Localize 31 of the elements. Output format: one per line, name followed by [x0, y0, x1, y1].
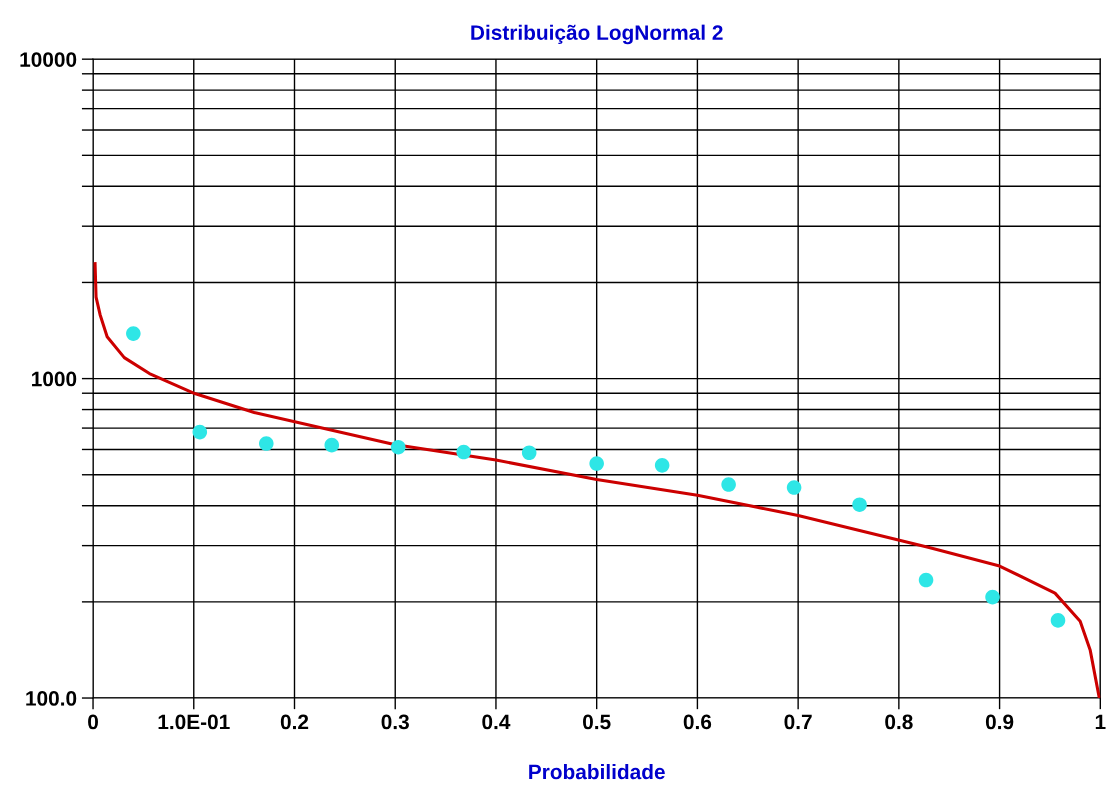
- y-tick-label: 1000: [32, 371, 77, 387]
- point: [852, 497, 867, 512]
- x-tick-label: 1: [1095, 714, 1106, 730]
- point: [786, 480, 802, 495]
- point: [985, 589, 1000, 605]
- point: [721, 477, 736, 492]
- y-tick-label: 10000: [20, 52, 77, 67]
- y-tick-label: 100.0: [26, 691, 77, 706]
- x-tick-label: 0.7: [784, 714, 812, 730]
- x-tick-label: 0.8: [885, 714, 913, 730]
- point: [456, 444, 471, 460]
- x-tick-label: 0.6: [683, 714, 712, 730]
- point: [521, 445, 537, 461]
- point: [1050, 613, 1066, 628]
- point: [126, 326, 141, 341]
- x-tick-label: 1.0E-01: [158, 714, 230, 730]
- x-tick-label: 0.2: [280, 714, 309, 730]
- x-tick-label: 0.4: [482, 714, 511, 730]
- point: [390, 439, 406, 455]
- point: [654, 458, 670, 473]
- point: [192, 424, 208, 440]
- x-tick-label: 0.3: [381, 714, 409, 730]
- x-tick-label: 0: [88, 714, 98, 730]
- point: [589, 456, 604, 471]
- point: [324, 437, 340, 453]
- point: [259, 436, 274, 451]
- x-tick-label: 0.9: [985, 714, 1014, 730]
- x-tick-label: 0.5: [583, 714, 611, 730]
- x-axis-title: Probabilidade: [529, 763, 665, 780]
- chart-title: Distribuição LogNormal 2: [471, 24, 723, 45]
- point: [918, 572, 934, 588]
